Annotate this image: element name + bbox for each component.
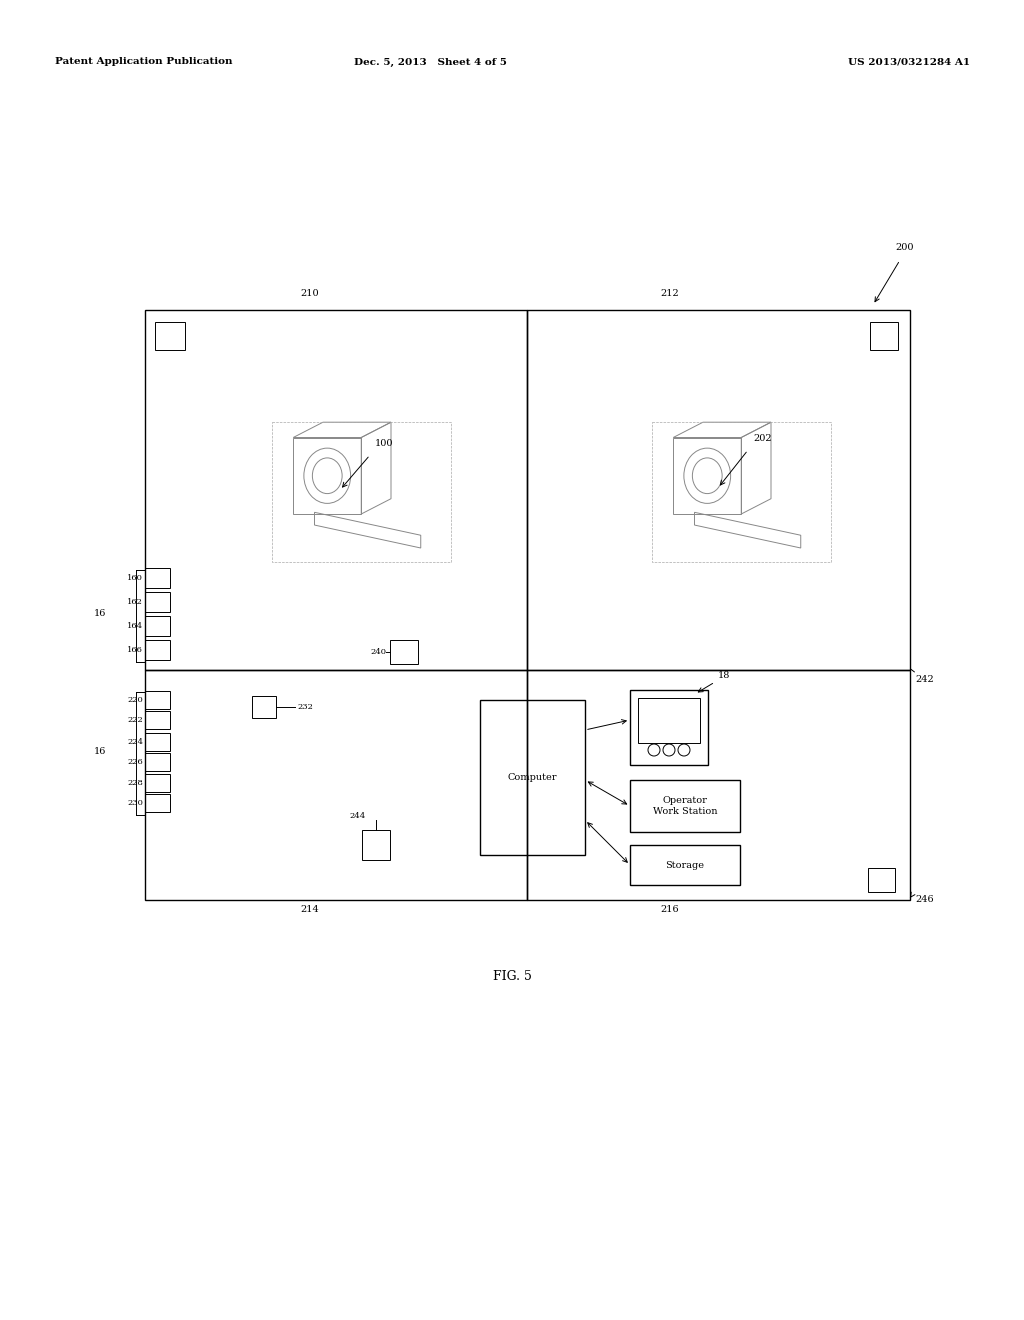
Text: 160: 160 [127,574,143,582]
Text: 240: 240 [370,648,386,656]
Text: FIG. 5: FIG. 5 [493,970,531,983]
Bar [638,698,700,743]
Text: 214: 214 [301,906,319,913]
Text: 232: 232 [297,704,313,711]
Text: Storage: Storage [666,861,705,870]
Text: 210: 210 [301,289,319,298]
Text: Dec. 5, 2013   Sheet 4 of 5: Dec. 5, 2013 Sheet 4 of 5 [353,58,507,66]
Text: 226: 226 [127,758,143,766]
Bar [145,752,170,771]
Text: Computer: Computer [507,772,557,781]
Text: 228: 228 [127,779,143,787]
Bar [145,774,170,792]
Text: 200: 200 [895,243,913,252]
Bar [145,711,170,729]
Text: Operator
Work Station: Operator Work Station [652,796,717,816]
Bar [145,591,170,612]
Text: 202: 202 [753,434,772,444]
Text: 166: 166 [127,645,143,653]
Text: 16: 16 [94,610,106,619]
Text: US 2013/0321284 A1: US 2013/0321284 A1 [848,58,970,66]
Text: 246: 246 [915,895,934,904]
Bar [630,690,708,766]
Bar [390,640,418,664]
Bar [480,700,585,855]
Text: 100: 100 [375,440,393,447]
Text: 18: 18 [718,671,730,680]
Bar [145,795,170,812]
Text: 164: 164 [127,622,143,630]
Text: 222: 222 [127,715,143,723]
Bar [252,696,276,718]
Bar [145,616,170,636]
Bar [155,322,185,350]
Bar [272,422,451,562]
Text: Patent Application Publication: Patent Application Publication [55,58,232,66]
Bar [630,845,740,884]
Bar [145,733,170,751]
Bar [870,322,898,350]
Text: 242: 242 [915,675,934,684]
Text: 212: 212 [660,289,679,298]
Text: 230: 230 [127,799,143,807]
Bar [145,568,170,587]
Text: 16: 16 [94,747,106,755]
Bar [527,310,910,671]
Bar [145,310,527,671]
Text: 216: 216 [660,906,679,913]
Bar [630,780,740,832]
Text: 220: 220 [127,696,143,704]
Bar [145,690,170,709]
Text: 244: 244 [350,812,367,820]
Bar [362,830,390,861]
Bar [145,671,527,900]
Text: 224: 224 [127,738,143,746]
Text: 162: 162 [127,598,143,606]
Bar [145,640,170,660]
Bar [652,422,830,562]
Bar [527,671,910,900]
Bar [868,869,895,892]
